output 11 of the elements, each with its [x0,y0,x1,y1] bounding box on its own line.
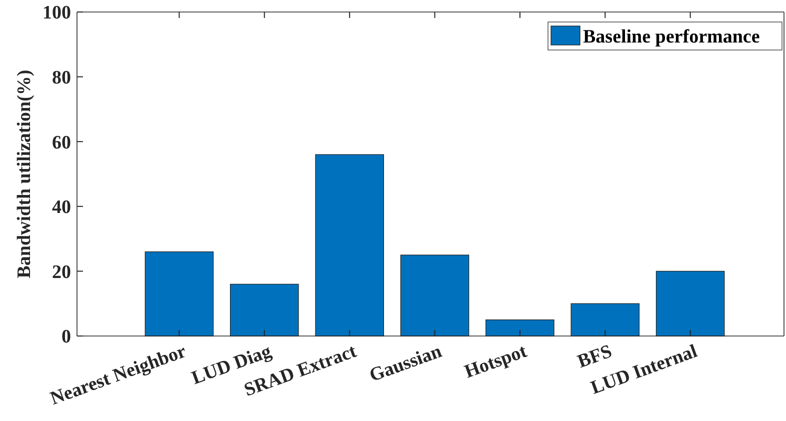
x-tick-label: BFS [574,340,615,373]
y-tick-label: 100 [42,2,71,24]
y-axis-title: Bandwidth utilization(%) [14,70,35,278]
y-tick-label: 0 [62,326,71,348]
y-tick-label: 20 [52,262,71,283]
y-tick-label: 40 [52,197,71,218]
y-tick-label: 60 [52,132,71,154]
x-tick-label: Hotspot [462,340,530,383]
x-tick-label: Gaussian [366,340,445,386]
legend-label: Baseline performance [583,26,760,48]
y-tick-label: 80 [52,67,71,88]
